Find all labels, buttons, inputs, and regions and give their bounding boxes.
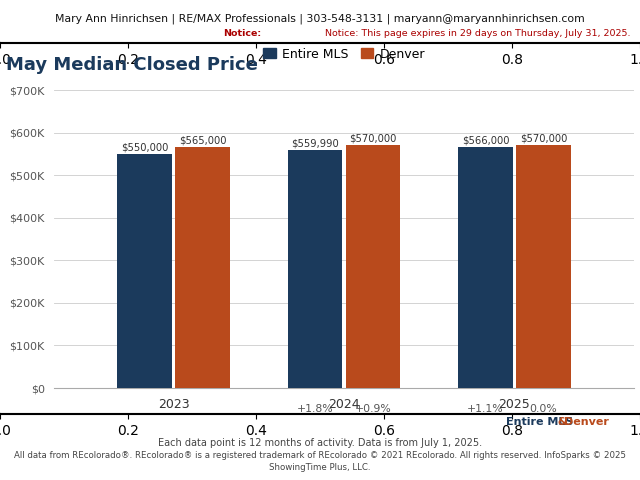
Text: $566,000: $566,000 xyxy=(461,135,509,145)
Text: Denver: Denver xyxy=(564,417,609,427)
Bar xyxy=(117,154,172,388)
Bar xyxy=(288,150,342,388)
Text: 0.0%: 0.0% xyxy=(529,404,557,414)
Text: +1.8%: +1.8% xyxy=(297,404,333,414)
Text: $565,000: $565,000 xyxy=(179,136,227,146)
Text: Notice:: Notice: xyxy=(223,29,261,38)
Bar xyxy=(175,147,230,388)
Bar xyxy=(516,145,571,388)
Text: $559,990: $559,990 xyxy=(291,138,339,148)
Text: Entire MLS: Entire MLS xyxy=(506,417,573,427)
Text: $570,000: $570,000 xyxy=(349,134,397,144)
Text: +0.9%: +0.9% xyxy=(355,404,391,414)
Text: $550,000: $550,000 xyxy=(121,143,168,152)
Text: $570,000: $570,000 xyxy=(520,134,567,144)
Text: Notice: This page expires in 29 days on Thursday, July 31, 2025.: Notice: This page expires in 29 days on … xyxy=(325,29,630,38)
Legend: Entire MLS, Denver: Entire MLS, Denver xyxy=(258,43,430,66)
Bar xyxy=(346,145,400,388)
Text: Each data point is 12 months of activity. Data is from July 1, 2025.: Each data point is 12 months of activity… xyxy=(158,438,482,448)
Text: ShowingTime Plus, LLC.: ShowingTime Plus, LLC. xyxy=(269,463,371,472)
Text: All data from REcolorado®. REcolorado® is a registered trademark of REcolorado ©: All data from REcolorado®. REcolorado® i… xyxy=(14,451,626,460)
Text: +1.1%: +1.1% xyxy=(467,404,504,414)
Text: &: & xyxy=(554,417,571,427)
Bar xyxy=(458,147,513,388)
Text: Mary Ann Hinrichsen | RE/MAX Professionals | 303-548-3131 | maryann@maryannhinri: Mary Ann Hinrichsen | RE/MAX Professiona… xyxy=(55,14,585,24)
Text: May Median Closed Price: May Median Closed Price xyxy=(6,56,259,74)
